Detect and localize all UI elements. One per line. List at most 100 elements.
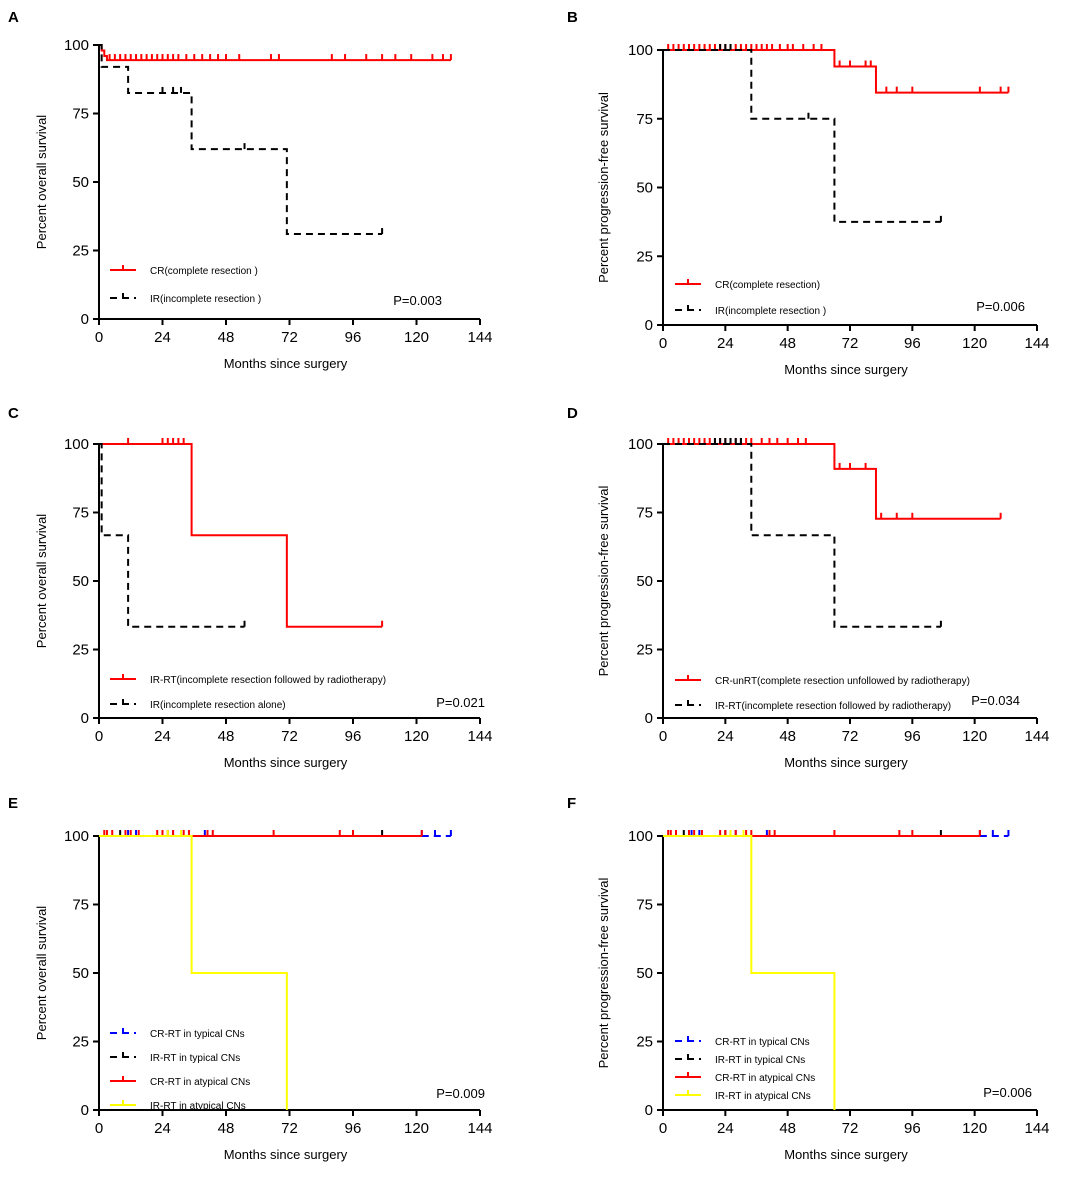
x-tick-label: 72	[842, 728, 859, 745]
x-tick-label: 144	[1024, 335, 1049, 352]
p-value: P=0.034	[971, 693, 1020, 708]
legend-label: IR-RT(incomplete resection followed by r…	[715, 701, 951, 712]
y-tick-label: 0	[645, 710, 653, 727]
y-tick-label: 100	[628, 42, 653, 59]
legend-label: CR(complete resection )	[150, 266, 258, 277]
x-tick-label: 0	[659, 728, 667, 745]
y-tick-label: 25	[636, 642, 653, 659]
panel-letter: F	[567, 795, 576, 812]
y-tick-label: 25	[72, 243, 89, 260]
x-axis-title: Months since surgery	[224, 755, 348, 770]
x-tick-label: 72	[281, 329, 298, 346]
y-axis-title: Percent overall survival	[34, 906, 49, 1040]
series-1: IR-RT(incomplete resection followed by r…	[663, 438, 951, 712]
series-2: CR-RT in atypical CNs	[99, 830, 423, 1088]
series-line	[663, 443, 1001, 520]
x-tick-label: 144	[1024, 728, 1049, 745]
y-tick-label: 0	[645, 317, 653, 334]
panel-letter: D	[567, 405, 578, 422]
x-tick-label: 48	[779, 335, 796, 352]
legend-label: IR-RT in atypical CNs	[715, 1091, 811, 1102]
y-tick-label: 0	[81, 311, 89, 328]
y-tick-label: 50	[72, 174, 89, 191]
p-value: P=0.009	[436, 1086, 485, 1101]
series-0: CR-RT in typical CNs	[675, 830, 1010, 1048]
series-line	[663, 443, 941, 628]
legend-label: CR-unRT(complete resection unfollowed by…	[715, 676, 970, 687]
series-line	[99, 443, 383, 628]
series-0: CR-unRT(complete resection unfollowed by…	[663, 438, 1002, 687]
x-tick-label: 120	[404, 329, 429, 346]
x-tick-label: 24	[154, 1120, 171, 1137]
legend-label: CR-RT in atypical CNs	[150, 1077, 250, 1088]
series-0: CR(complete resection)	[663, 44, 1010, 291]
p-value: P=0.006	[983, 1085, 1032, 1100]
x-tick-label: 96	[904, 728, 921, 745]
series-line	[663, 49, 941, 223]
x-tick-label: 96	[904, 335, 921, 352]
series-1: IR(incomplete resection alone)	[99, 443, 286, 711]
y-tick-label: 100	[64, 436, 89, 453]
series-0: CR(complete resection )	[99, 44, 452, 277]
x-tick-label: 72	[842, 335, 859, 352]
series-0: IR-RT(incomplete resection followed by r…	[99, 438, 386, 686]
x-tick-label: 0	[95, 1120, 103, 1137]
y-tick-label: 75	[72, 106, 89, 123]
x-tick-label: 0	[95, 728, 103, 745]
x-axis-title: Months since surgery	[784, 755, 908, 770]
x-tick-label: 144	[1024, 1120, 1049, 1137]
legend-label: IR(incomplete resection )	[150, 294, 261, 305]
p-value: P=0.003	[393, 293, 442, 308]
y-tick-label: 25	[636, 248, 653, 265]
y-tick-label: 75	[636, 111, 653, 128]
y-tick-label: 0	[81, 1102, 89, 1119]
x-tick-label: 96	[345, 1120, 362, 1137]
p-value: P=0.021	[436, 695, 485, 710]
x-axis-title: Months since surgery	[784, 362, 908, 377]
x-tick-label: 24	[717, 1120, 734, 1137]
panel-b: B 0 24 48 72 96 120 144 0 25 50 75 100 Months since s…	[567, 9, 1050, 377]
x-tick-label: 48	[779, 1120, 796, 1137]
series-2: CR-RT in atypical CNs	[663, 830, 981, 1084]
y-tick-label: 100	[628, 436, 653, 453]
x-axis-title: Months since surgery	[224, 356, 348, 371]
panel-f: F 0 24 48 72 96 120 144 0 25 50 75 100 Months since s…	[567, 795, 1050, 1162]
panel-a: A 0 24 48 72 96 120 144 0 25 50 75 100 Months since s…	[8, 9, 493, 371]
x-tick-label: 24	[717, 728, 734, 745]
y-tick-label: 50	[636, 965, 653, 982]
x-tick-label: 0	[659, 1120, 667, 1137]
legend-label: IR-RT in typical CNs	[150, 1053, 240, 1064]
x-tick-label: 0	[659, 335, 667, 352]
series-1: IR(incomplete resection )	[99, 44, 384, 305]
panel-d: D 0 24 48 72 96 120 144 0 25 50 75 100 Months since s…	[567, 405, 1050, 770]
x-tick-label: 48	[218, 1120, 235, 1137]
x-tick-label: 24	[154, 329, 171, 346]
y-tick-label: 75	[636, 897, 653, 914]
series-3: IR-RT in atypical CNs	[663, 830, 836, 1110]
x-tick-label: 120	[962, 1120, 987, 1137]
x-tick-label: 72	[281, 728, 298, 745]
y-axis-title: Percent overall survival	[34, 514, 49, 648]
y-tick-label: 75	[72, 897, 89, 914]
series-line	[663, 49, 1009, 94]
legend-label: CR-RT in atypical CNs	[715, 1073, 815, 1084]
panel-letter: C	[8, 405, 19, 422]
y-tick-label: 75	[636, 505, 653, 522]
y-tick-label: 50	[636, 180, 653, 197]
x-tick-label: 48	[218, 329, 235, 346]
panel-e: E 0 24 48 72 96 120 144 0 25 50 75 100 Months since s…	[8, 795, 493, 1162]
legend-label: CR-RT in typical CNs	[715, 1037, 810, 1048]
x-tick-label: 48	[779, 728, 796, 745]
legend-label: IR(incomplete resection alone)	[150, 700, 286, 711]
y-tick-label: 50	[636, 573, 653, 590]
x-tick-label: 96	[345, 329, 362, 346]
legend-label: CR(complete resection)	[715, 280, 820, 291]
y-axis-title: Percent overall survival	[34, 115, 49, 249]
y-tick-label: 100	[64, 37, 89, 54]
legend-label: CR-RT in typical CNs	[150, 1029, 245, 1040]
y-tick-label: 25	[72, 1034, 89, 1051]
x-tick-label: 144	[467, 728, 492, 745]
series-line	[99, 44, 383, 236]
x-tick-label: 96	[904, 1120, 921, 1137]
